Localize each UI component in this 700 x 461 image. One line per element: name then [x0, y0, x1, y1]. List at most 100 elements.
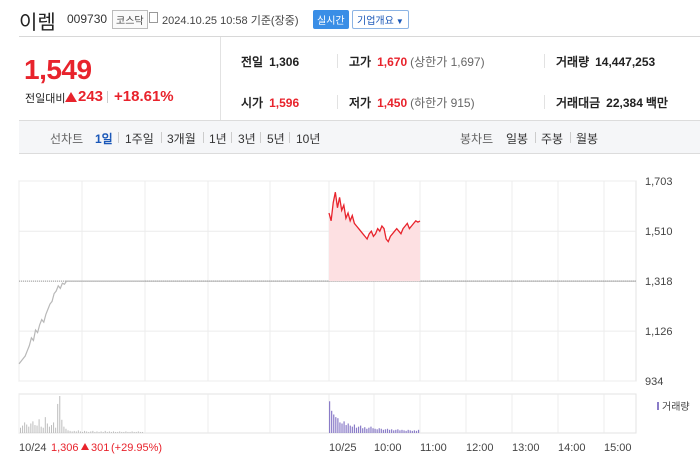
divider [19, 36, 700, 37]
change-label: 전일대비 [25, 93, 66, 105]
today-volume-bar [329, 401, 331, 433]
today-volume-bar [403, 430, 405, 433]
y-tick-label: 1,510 [645, 226, 673, 238]
divider [260, 132, 261, 143]
divider [544, 54, 545, 68]
tab-daily-candle[interactable]: 일봉 [506, 132, 529, 146]
candle-chart-header: 봉차트 [460, 132, 494, 146]
prev-volume-bar [131, 431, 133, 433]
change-percent: +18.61% [114, 88, 174, 105]
open-value: 1,596 [269, 96, 300, 110]
tab-3year[interactable]: 3년 [238, 132, 256, 146]
open-cell: 시가 1,596 [241, 94, 299, 111]
volume-legend-label: 거래량 [662, 401, 690, 413]
prev-volume-bar [73, 430, 75, 433]
tab-5year[interactable]: 5년 [267, 132, 285, 146]
prev-volume-bar [63, 426, 65, 433]
prev-volume-bar [117, 431, 119, 433]
tab-1week[interactable]: 1주일 [125, 132, 154, 146]
prev-volume-bar [121, 431, 123, 433]
high-label: 고가 [349, 55, 372, 69]
today-volume-bar [339, 422, 341, 433]
tab-10year[interactable]: 10년 [296, 132, 321, 146]
prev-volume-bar [22, 425, 24, 433]
prev-volume-bar [46, 423, 48, 433]
stock-header: 이렘 009730 코스닥 2024.10.25 10:58 기준(장중) 실시… [0, 0, 700, 37]
prev-volume-bar [79, 431, 81, 433]
prev-volume-bar [67, 430, 69, 433]
prev-volume-bar [51, 425, 52, 433]
x-tick-label: 14:00 [558, 442, 586, 454]
today-volume-bar [397, 429, 399, 433]
today-volume-bar [368, 427, 370, 433]
volume-value: 14,447,253 [595, 55, 656, 69]
today-volume-bar [341, 423, 343, 433]
y-tick-label: 1,318 [645, 276, 673, 288]
trade-amount-value: 22,384 [606, 96, 643, 110]
divider [161, 132, 162, 143]
trade-amount-cell: 거래대금 22,384 백만 [556, 94, 668, 111]
prev-volume-bar [24, 422, 26, 433]
volume-label: 거래량 [556, 55, 590, 69]
price-summary: 1,549 전일대비 243 +18.61% 전일 1,306 고가 1,670 (상… [19, 37, 700, 120]
x-tick-label: 13:00 [512, 442, 540, 454]
today-volume-bar [370, 426, 372, 433]
tab-monthly-candle[interactable]: 월봉 [576, 132, 599, 146]
chart-period-tabs: 선차트 1일 1주일 3개월 1년 3년 5년 10년 봉차트 일봉 주봉 월봉 [19, 120, 700, 154]
prev-volume-bar [94, 431, 96, 433]
today-volume-bar [395, 429, 397, 433]
prev-volume-bar [20, 427, 21, 433]
today-volume-bar [384, 429, 387, 433]
x-tick-label: 10:00 [374, 442, 402, 454]
today-volume-bar [331, 410, 333, 433]
today-volume-bar [362, 428, 364, 433]
up-triangle-icon [65, 92, 77, 102]
up-triangle-icon [81, 443, 89, 450]
volume-plot-frame [18, 393, 637, 434]
high-cell: 고가 1,670 (상한가 1,697) [349, 53, 485, 70]
divider [118, 132, 119, 143]
prev-volume-bar [77, 430, 79, 433]
x-tick-label: 15:00 [604, 442, 632, 454]
volume-cell: 거래량 14,447,253 [556, 53, 655, 70]
volume-area [20, 396, 420, 433]
prev-volume-bar [104, 430, 106, 433]
current-price-panel: 1,549 전일대비 243 +18.61% [19, 37, 221, 120]
today-volume-bar [333, 414, 335, 433]
company-overview-label: 기업개요 [357, 16, 394, 27]
today-volume-bar [374, 428, 376, 433]
stock-code: 009730 [67, 12, 108, 26]
today-volume-bar [399, 430, 401, 433]
low-label: 저가 [349, 96, 372, 110]
prev-volume-bar [53, 422, 55, 433]
tab-1year[interactable]: 1년 [209, 132, 227, 146]
company-overview-button[interactable]: 기업개요 ▼ [352, 10, 409, 29]
prev-volume-bar [84, 430, 86, 433]
prev-volume-bar [96, 431, 98, 433]
trade-amount-label: 거래대금 [556, 96, 601, 110]
prev-volume-bar [36, 425, 38, 433]
prev-volume-bar [28, 426, 30, 433]
today-volume-bar [366, 428, 368, 433]
prev-close-label: 전일 [241, 55, 264, 69]
prev-volume-bar [57, 403, 59, 433]
today-volume-bar [353, 424, 356, 433]
x-tick-label: 12:00 [466, 442, 494, 454]
tab-weekly-candle[interactable]: 주봉 [541, 132, 564, 146]
prev-volume-bar [92, 430, 94, 433]
price-chart[interactable]: 1,703 1,510 1,318 1,126 934 거래량 10/24 1,306 301(… [0, 154, 700, 461]
prev-day-close: 1,306 [51, 442, 79, 454]
chart-grid [18, 180, 637, 434]
today-volume-bar [364, 427, 366, 433]
tab-3month[interactable]: 3개월 [167, 132, 196, 146]
divider [535, 132, 536, 143]
open-label: 시가 [241, 96, 264, 110]
today-volume-bar [417, 429, 420, 433]
tab-1day[interactable]: 1일 [95, 132, 113, 146]
prev-volume-bar [38, 419, 40, 433]
document-icon[interactable] [149, 12, 158, 23]
today-volume-bar [391, 429, 393, 433]
prev-volume-bar [100, 431, 102, 433]
realtime-badge[interactable]: 실시간 [313, 10, 349, 29]
y-tick-label: 1,703 [645, 176, 673, 188]
